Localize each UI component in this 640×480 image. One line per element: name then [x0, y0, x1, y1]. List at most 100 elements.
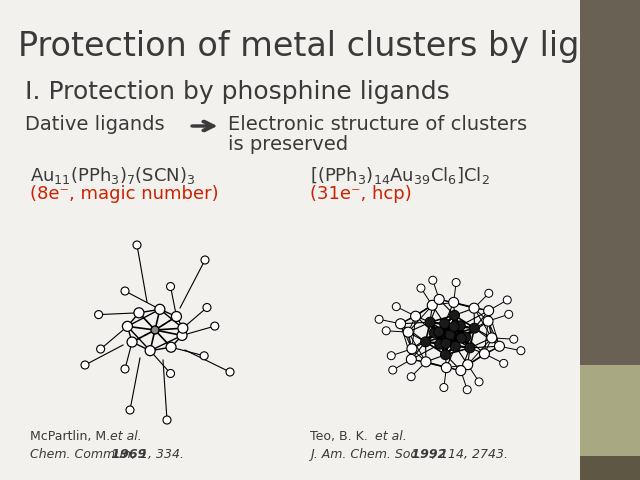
Circle shape	[505, 310, 513, 318]
Circle shape	[396, 319, 406, 329]
Circle shape	[178, 323, 188, 333]
Circle shape	[407, 344, 417, 354]
Circle shape	[375, 315, 383, 324]
Circle shape	[495, 341, 504, 351]
Circle shape	[420, 337, 431, 347]
Circle shape	[126, 406, 134, 414]
Circle shape	[134, 308, 144, 318]
Circle shape	[133, 241, 141, 249]
Circle shape	[487, 333, 497, 343]
Text: Dative ligands: Dative ligands	[25, 115, 164, 134]
Circle shape	[461, 332, 471, 342]
Circle shape	[177, 330, 187, 340]
Circle shape	[151, 326, 159, 334]
Circle shape	[483, 316, 493, 326]
Circle shape	[121, 287, 129, 295]
Circle shape	[407, 372, 415, 381]
Circle shape	[417, 284, 425, 292]
Circle shape	[421, 357, 431, 367]
Circle shape	[411, 311, 420, 321]
Circle shape	[503, 296, 511, 304]
Circle shape	[155, 304, 165, 314]
Circle shape	[203, 303, 211, 312]
Circle shape	[425, 317, 435, 327]
Circle shape	[166, 342, 176, 352]
Circle shape	[392, 302, 400, 311]
Circle shape	[484, 289, 493, 297]
Circle shape	[469, 303, 479, 313]
Circle shape	[201, 256, 209, 264]
Circle shape	[388, 366, 397, 374]
Circle shape	[121, 365, 129, 373]
Bar	[580, 0, 640, 480]
Circle shape	[449, 310, 460, 320]
Text: et al.: et al.	[110, 430, 141, 443]
Circle shape	[95, 311, 102, 319]
Circle shape	[442, 362, 451, 372]
Circle shape	[451, 341, 460, 351]
Circle shape	[226, 368, 234, 376]
Circle shape	[406, 354, 417, 364]
Text: is preserved: is preserved	[228, 135, 348, 154]
Circle shape	[434, 327, 444, 337]
Circle shape	[387, 352, 396, 360]
Circle shape	[449, 322, 459, 332]
Circle shape	[452, 278, 460, 287]
Circle shape	[445, 330, 455, 340]
Circle shape	[479, 349, 490, 359]
Circle shape	[456, 333, 467, 343]
Text: Chem. Commun.: Chem. Commun.	[30, 448, 135, 461]
Text: , 1, 334.: , 1, 334.	[132, 448, 184, 461]
Circle shape	[441, 338, 451, 348]
Text: Au$_{11}$(PPh$_3$)$_7$(SCN)$_3$: Au$_{11}$(PPh$_3$)$_7$(SCN)$_3$	[30, 165, 196, 186]
Circle shape	[463, 360, 473, 370]
Text: McPartlin, M.: McPartlin, M.	[30, 430, 114, 443]
Circle shape	[465, 343, 475, 353]
Circle shape	[475, 378, 483, 386]
Circle shape	[382, 327, 390, 335]
Text: Electronic structure of clusters: Electronic structure of clusters	[228, 115, 527, 134]
Circle shape	[166, 370, 175, 377]
Circle shape	[440, 384, 448, 392]
Circle shape	[429, 328, 439, 338]
Circle shape	[172, 312, 182, 322]
Text: [(PPh$_3$)$_{14}$Au$_{39}$Cl$_6$]Cl$_2$: [(PPh$_3$)$_{14}$Au$_{39}$Cl$_6$]Cl$_2$	[310, 165, 490, 186]
Bar	[580, 456, 640, 480]
Text: 1992: 1992	[407, 448, 446, 461]
Circle shape	[484, 306, 493, 316]
Text: (31e⁻, hcp): (31e⁻, hcp)	[310, 185, 412, 203]
Circle shape	[510, 335, 518, 343]
Bar	[580, 365, 640, 456]
Circle shape	[166, 283, 175, 290]
Circle shape	[456, 366, 466, 376]
Text: J. Am. Chem. Soc.: J. Am. Chem. Soc.	[310, 448, 421, 461]
Text: 1969: 1969	[107, 448, 147, 461]
Circle shape	[211, 322, 219, 330]
Circle shape	[428, 300, 437, 310]
Circle shape	[429, 276, 436, 284]
Circle shape	[97, 345, 104, 353]
Circle shape	[200, 352, 208, 360]
Circle shape	[440, 319, 449, 329]
Text: (8e⁻, magic number): (8e⁻, magic number)	[30, 185, 219, 203]
Circle shape	[469, 323, 479, 333]
Circle shape	[440, 350, 451, 360]
Circle shape	[145, 346, 155, 356]
Circle shape	[81, 361, 89, 369]
Circle shape	[163, 416, 171, 424]
Text: Teo, B. K.: Teo, B. K.	[310, 430, 372, 443]
Circle shape	[455, 321, 465, 331]
Circle shape	[449, 298, 459, 307]
Circle shape	[127, 337, 137, 347]
Circle shape	[517, 347, 525, 355]
Circle shape	[434, 294, 444, 304]
Circle shape	[435, 339, 445, 349]
Text: Protection of metal clusters by ligands: Protection of metal clusters by ligands	[18, 30, 640, 63]
Circle shape	[463, 386, 471, 394]
Text: I. Protection by phosphine ligands: I. Protection by phosphine ligands	[25, 80, 450, 104]
Circle shape	[403, 327, 413, 337]
Circle shape	[500, 360, 508, 367]
Circle shape	[122, 321, 132, 331]
Text: , 114, 2743.: , 114, 2743.	[432, 448, 508, 461]
Text: et al.: et al.	[375, 430, 407, 443]
